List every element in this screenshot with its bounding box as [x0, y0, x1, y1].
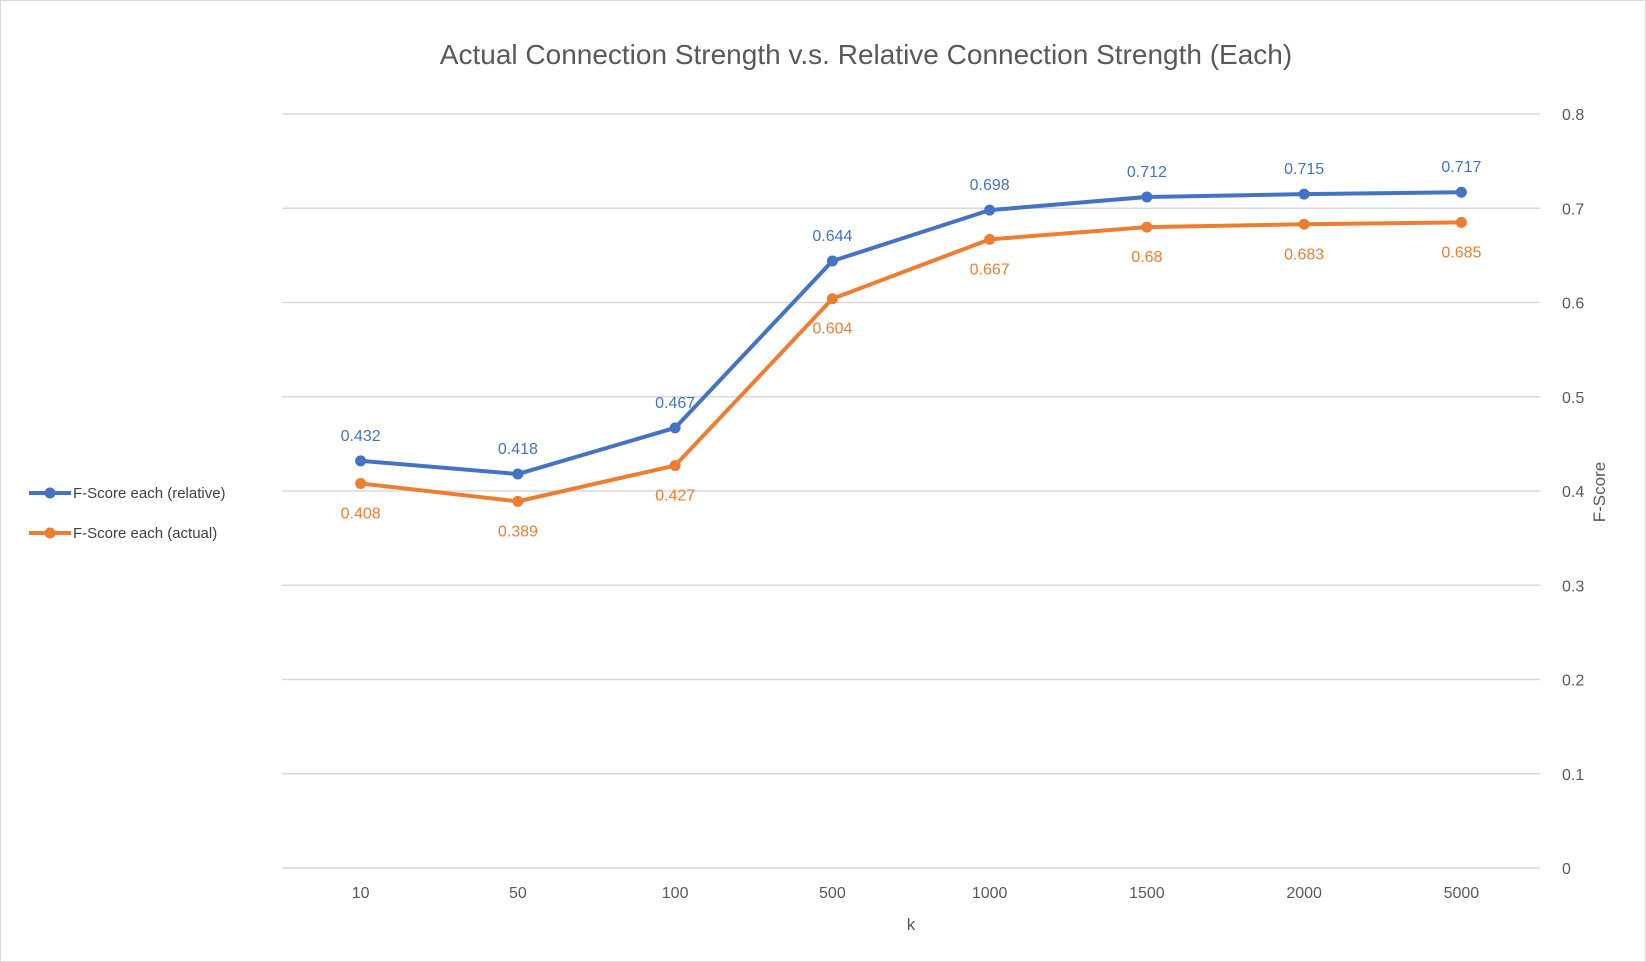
legend-label: F-Score each (actual): [73, 525, 217, 542]
series-line: [358, 220, 1464, 504]
y-tick-label: 0.7: [1562, 201, 1584, 218]
data-label: 0.715: [1284, 161, 1324, 178]
y-tick-label: 0.5: [1562, 390, 1584, 407]
data-label: 0.68: [1131, 249, 1162, 266]
data-point: [1455, 186, 1467, 198]
legend-item: F-Score each (relative): [29, 485, 226, 502]
data-point: [1141, 221, 1153, 233]
data-point: [1298, 218, 1310, 230]
data-label: 0.698: [970, 177, 1010, 194]
legend-swatch-marker: [44, 487, 56, 499]
data-point: [1298, 188, 1310, 200]
y-tick-label: 0.3: [1562, 578, 1584, 595]
series-group: 0.432 0.418 0.467 0.644 0.698 0.712 0.715 0.717…: [341, 159, 1482, 540]
series-1: 0.432 0.418 0.467 0.644 0.698 0.712 0.715 0.717: [341, 159, 1481, 480]
data-point: [669, 460, 681, 472]
data-point: [1455, 216, 1467, 228]
y-tick-label: 0.2: [1562, 673, 1584, 690]
legend-label: F-Score each (relative): [73, 485, 226, 502]
data-point: [826, 255, 838, 267]
x-tick-label: 10: [352, 885, 370, 902]
legend-item: F-Score each (actual): [29, 525, 217, 542]
x-tick-label: 2000: [1286, 885, 1322, 902]
data-point: [826, 293, 838, 305]
legend: F-Score each (relative) F-Score each (act…: [29, 485, 226, 542]
y-axis-label: F-Score: [1590, 462, 1609, 522]
gridlines: [282, 113, 1540, 869]
data-point: [984, 204, 996, 216]
y-tick-label: 0.6: [1562, 296, 1584, 313]
chart-title: Actual Connection Strength v.s. Relative…: [440, 39, 1292, 70]
x-axis-label: k: [907, 915, 916, 934]
x-axis-ticks: 10 50 100 500 1000 1500 2000 5000: [352, 885, 1480, 902]
data-point: [1141, 191, 1153, 203]
y-tick-label: 0.8: [1562, 107, 1584, 124]
x-tick-label: 1500: [1129, 885, 1165, 902]
data-label: 0.467: [655, 395, 695, 412]
data-point: [512, 495, 524, 507]
y-tick-label: 0.4: [1562, 484, 1584, 501]
data-point: [669, 422, 681, 434]
data-label: 0.667: [970, 261, 1010, 278]
y-tick-label: 0.1: [1562, 767, 1584, 784]
data-label: 0.604: [812, 321, 852, 338]
data-point: [512, 468, 524, 480]
series-line: [358, 190, 1464, 477]
legend-swatch-marker: [44, 527, 56, 539]
data-label: 0.644: [812, 228, 852, 245]
data-label: 0.712: [1127, 164, 1167, 181]
data-label: 0.408: [341, 505, 381, 522]
data-label: 0.418: [498, 441, 538, 458]
data-label: 0.427: [655, 488, 695, 505]
data-label: 0.717: [1441, 159, 1481, 176]
series-2: 0.408 0.389 0.427 0.604 0.667 0.68 0.683 0.685: [341, 216, 1481, 540]
data-point: [984, 233, 996, 245]
y-axis-ticks: 0 0.1 0.2 0.3 0.4 0.5 0.6 0.7 0.8: [1562, 107, 1584, 878]
x-tick-label: 1000: [972, 885, 1008, 902]
data-label: 0.389: [498, 523, 538, 540]
data-label: 0.683: [1284, 246, 1324, 263]
data-point: [355, 455, 367, 467]
x-tick-label: 5000: [1444, 885, 1480, 902]
x-tick-label: 500: [819, 885, 846, 902]
data-label: 0.432: [341, 428, 381, 445]
data-point: [355, 477, 367, 489]
y-tick-label: 0: [1562, 861, 1571, 878]
x-tick-label: 100: [662, 885, 689, 902]
x-tick-label: 50: [509, 885, 527, 902]
data-label: 0.685: [1441, 244, 1481, 261]
